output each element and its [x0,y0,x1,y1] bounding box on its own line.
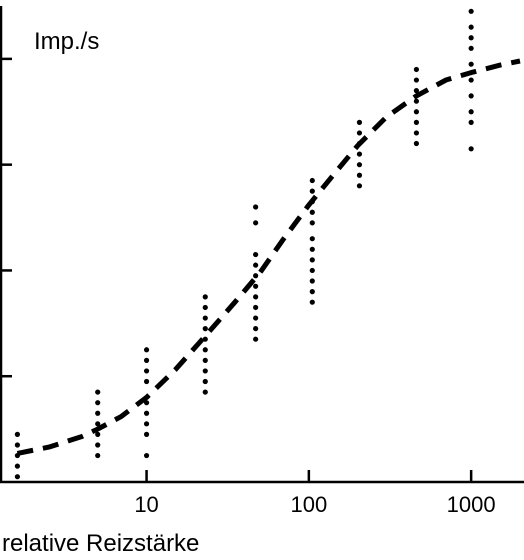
data-point [309,299,315,305]
data-point [468,77,474,83]
data-point [143,410,150,416]
x-tick-label: 100 [290,492,327,517]
data-point [356,183,363,189]
chart-fit-curve [16,58,521,456]
data-point [468,8,474,14]
data-point [253,220,259,226]
chart-ticks [0,57,473,482]
fit-curve-line [16,58,521,456]
data-point [356,151,363,157]
data-point [253,283,259,289]
data-point [143,347,150,353]
chart-axes [0,6,524,484]
data-point [202,304,208,311]
data-point [356,119,363,125]
data-point [253,326,259,332]
data-point [202,315,208,321]
data-point [309,289,315,295]
data-point [309,267,315,274]
data-point [143,368,150,374]
data-point [253,204,259,210]
data-point [95,452,101,459]
data-point [309,236,315,242]
data-point [253,304,259,311]
data-point [356,130,363,136]
data-point [413,88,420,94]
data-point [253,294,259,300]
data-point [468,93,474,99]
data-point [143,378,150,385]
data-point [202,378,208,385]
data-point [468,45,474,51]
data-point [143,421,150,427]
data-point [202,347,208,353]
data-point [468,24,474,30]
data-point [468,146,474,152]
data-point [143,452,150,459]
data-point [309,177,315,184]
data-point [95,389,101,395]
data-point [413,98,420,104]
data-point [202,294,208,300]
chart-data-points [14,8,474,480]
data-point [413,109,420,115]
data-point [253,251,259,258]
data-point [413,66,420,73]
data-point [253,262,259,268]
data-point [468,61,474,67]
data-point [14,463,20,469]
data-point [202,389,208,395]
chart-tick-labels: 10 100 1000 [134,492,495,517]
data-point [468,35,474,41]
data-point [202,357,208,363]
data-point [413,77,420,83]
data-point [468,119,474,125]
data-point [356,172,363,178]
data-point [95,400,101,406]
data-point [309,209,315,215]
data-point [309,278,315,284]
data-point [356,162,363,168]
data-point [95,410,101,416]
data-point [253,273,259,279]
x-tick-label: 10 [134,492,158,517]
x-axis-label: relative Reizstärke [2,530,200,557]
data-point [309,188,315,194]
data-point [202,326,208,332]
data-point [95,431,101,437]
data-point [14,442,20,448]
data-point [309,257,315,263]
y-axis-label: Imp./s [34,28,100,55]
data-point [143,357,150,363]
x-tick-label: 1000 [447,492,496,517]
data-point [143,431,150,437]
data-point [413,140,420,147]
data-point [253,315,259,321]
data-point [14,431,20,437]
data-point [309,220,315,226]
data-point [202,368,208,374]
data-point [14,474,20,480]
data-point [95,421,101,427]
data-point [413,130,420,136]
data-point [253,336,259,342]
data-point [413,119,420,125]
data-point [309,246,315,252]
data-point [468,109,474,115]
data-point [95,442,101,448]
